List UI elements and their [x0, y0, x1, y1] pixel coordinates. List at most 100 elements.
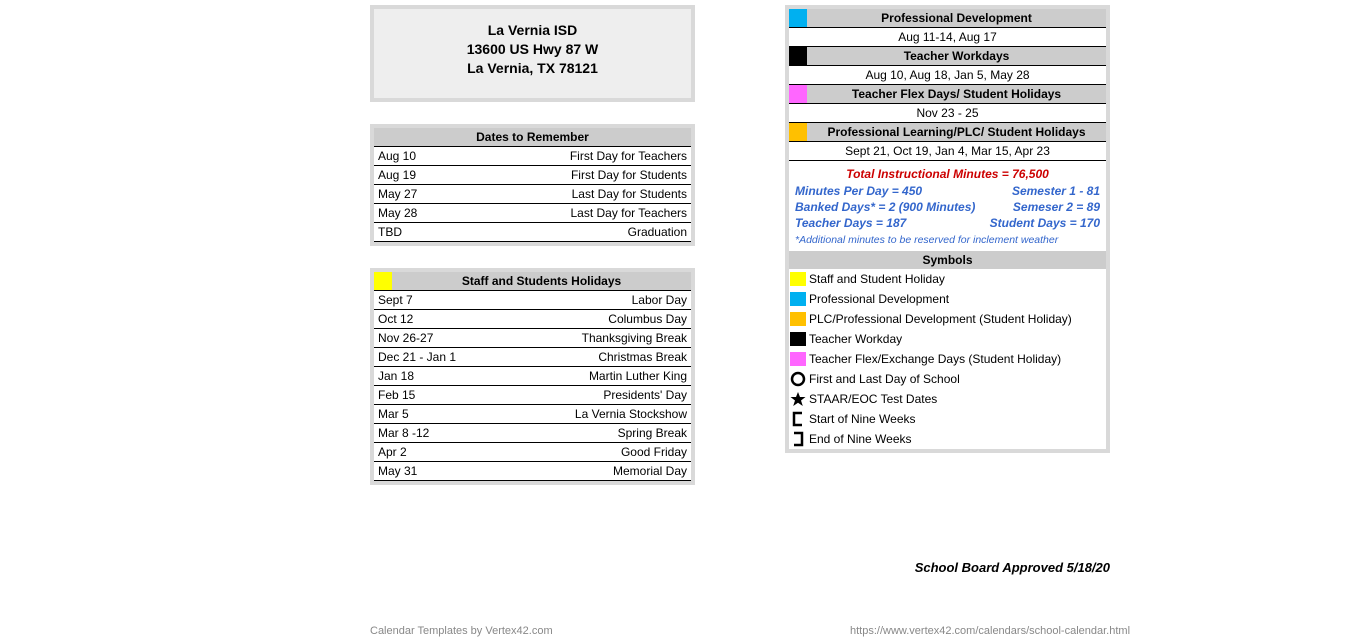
date-label: First Day for Students: [571, 168, 687, 182]
holidays-swatch: [374, 272, 392, 290]
symbol-row: Staff and Student Holiday: [789, 269, 1106, 289]
holiday-label: Thanksgiving Break: [582, 331, 687, 345]
category-dates: Aug 11-14, Aug 17: [789, 28, 1106, 47]
category-swatch: [789, 85, 807, 103]
stat-right: Student Days = 170: [990, 216, 1100, 230]
dates-row: Aug 10 First Day for Teachers: [374, 147, 691, 166]
symbol-icon: [789, 331, 807, 347]
holidays-title: Staff and Students Holidays: [392, 272, 691, 290]
holiday-label: Good Friday: [621, 445, 687, 459]
stat-left: Banked Days* = 2 (900 Minutes): [795, 200, 975, 214]
total-instructional: Total Instructional Minutes = 76,500: [789, 161, 1106, 183]
holiday-date: Sept 7: [378, 293, 413, 307]
dates-row: May 28 Last Day for Teachers: [374, 204, 691, 223]
category-title: Professional Development: [807, 9, 1106, 27]
footer-left: Calendar Templates by Vertex42.com: [370, 625, 553, 637]
dates-to-remember: Dates to Remember Aug 10 First Day for Te…: [370, 124, 695, 242]
symbol-row: First and Last Day of School: [789, 369, 1106, 389]
symbol-row: STAAR/EOC Test Dates: [789, 389, 1106, 409]
date-cell: TBD: [378, 225, 402, 239]
holiday-label: Spring Break: [618, 426, 687, 440]
district-name: La Vernia ISD: [382, 21, 683, 40]
holiday-label: La Vernia Stockshow: [575, 407, 687, 421]
dates-row: TBDGraduation: [374, 223, 691, 242]
category-dates: Nov 23 - 25: [789, 104, 1106, 123]
holiday-date: Apr 2: [378, 445, 407, 459]
holiday-row: Mar 5La Vernia Stockshow: [374, 405, 691, 424]
dates-row: Aug 19 First Day for Students: [374, 166, 691, 185]
date-label: Last Day for Teachers: [570, 206, 687, 220]
symbol-label: First and Last Day of School: [809, 370, 960, 388]
symbols-header: Symbols: [789, 251, 1106, 269]
symbol-label: Teacher Workday: [809, 330, 902, 348]
right-endcap: [785, 449, 1110, 453]
symbol-row: Teacher Flex/Exchange Days (Student Holi…: [789, 349, 1106, 369]
category-title: Teacher Workdays: [807, 47, 1106, 65]
symbol-row: PLC/Professional Development (Student Ho…: [789, 309, 1106, 329]
symbol-icon: [789, 411, 807, 427]
holiday-label: Memorial Day: [613, 464, 687, 478]
district-header: La Vernia ISD 13600 US Hwy 87 W La Verni…: [370, 5, 695, 102]
symbol-icon: [789, 271, 807, 287]
holiday-row: Apr 2 Good Friday: [374, 443, 691, 462]
holiday-row: Oct 12Columbus Day: [374, 310, 691, 329]
holiday-label: Martin Luther King: [589, 369, 687, 383]
symbol-row: Start of Nine Weeks: [789, 409, 1106, 429]
date-label: Last Day for Students: [572, 187, 687, 201]
date-cell: Aug 19: [378, 168, 416, 182]
category-header: Professional Learning/PLC/ Student Holid…: [789, 123, 1106, 142]
holiday-row: Dec 21 - Jan 1Christmas Break: [374, 348, 691, 367]
date-cell: Aug 10: [378, 149, 416, 163]
holiday-label: Presidents' Day: [603, 388, 687, 402]
holiday-label: Labor Day: [632, 293, 687, 307]
category-title: Professional Learning/PLC/ Student Holid…: [807, 123, 1106, 141]
date-cell: May 27: [378, 187, 417, 201]
holiday-row: Sept 7 Labor Day: [374, 291, 691, 310]
holiday-date: Jan 18: [378, 369, 414, 383]
category-header: Professional Development: [789, 9, 1106, 28]
symbol-icon: [789, 391, 807, 407]
dates-header: Dates to Remember: [374, 128, 691, 147]
date-label: First Day for Teachers: [570, 149, 687, 163]
holidays-section: Staff and Students Holidays Sept 7 Labor …: [370, 268, 695, 481]
board-approved: School Board Approved 5/18/20: [785, 560, 1110, 575]
symbol-icon: [789, 291, 807, 307]
left-column: La Vernia ISD 13600 US Hwy 87 W La Verni…: [370, 5, 695, 485]
category-swatch: [789, 47, 807, 65]
date-cell: May 28: [378, 206, 417, 220]
category-swatch: [789, 9, 807, 27]
symbol-row: End of Nine Weeks: [789, 429, 1106, 449]
symbol-icon: [789, 311, 807, 327]
banked-note: *Additional minutes to be reserved for i…: [789, 231, 1106, 251]
symbol-icon: [789, 371, 807, 387]
category-swatch: [789, 123, 807, 141]
symbol-row: Professional Development: [789, 289, 1106, 309]
holiday-row: Mar 8 -12Spring Break: [374, 424, 691, 443]
holiday-date: Dec 21 - Jan 1: [378, 350, 456, 364]
district-address-2: La Vernia, TX 78121: [382, 59, 683, 78]
holiday-row: Nov 26-27 Thanksgiving Break: [374, 329, 691, 348]
holiday-date: Nov 26-27: [378, 331, 433, 345]
stat-line: Minutes Per Day = 450Semester 1 - 81: [789, 183, 1106, 199]
right-panel: Professional DevelopmentAug 11-14, Aug 1…: [785, 5, 1110, 449]
category-dates: Aug 10, Aug 18, Jan 5, May 28: [789, 66, 1106, 85]
symbol-label: Staff and Student Holiday: [809, 270, 945, 288]
stat-left: Teacher Days = 187: [795, 216, 906, 230]
footer-right: https://www.vertex42.com/calendars/schoo…: [850, 625, 1130, 637]
category-header: Teacher Flex Days/ Student Holidays: [789, 85, 1106, 104]
stat-right: Semeser 2 = 89: [1013, 200, 1100, 214]
holidays-header: Staff and Students Holidays: [374, 272, 691, 291]
stat-line: Banked Days* = 2 (900 Minutes) Semeser 2 …: [789, 199, 1106, 215]
category-dates: Sept 21, Oct 19, Jan 4, Mar 15, Apr 23: [789, 142, 1106, 161]
holiday-row: May 31Memorial Day: [374, 462, 691, 481]
category-title: Teacher Flex Days/ Student Holidays: [807, 85, 1106, 103]
symbol-label: PLC/Professional Development (Student Ho…: [809, 310, 1072, 328]
stat-right: Semester 1 - 81: [1012, 184, 1100, 198]
category-header: Teacher Workdays: [789, 47, 1106, 66]
symbol-label: End of Nine Weeks: [809, 430, 912, 448]
symbol-label: Teacher Flex/Exchange Days (Student Holi…: [809, 350, 1061, 368]
holiday-label: Columbus Day: [608, 312, 687, 326]
symbol-icon: [789, 431, 807, 447]
dates-row: May 27 Last Day for Students: [374, 185, 691, 204]
holiday-row: Feb 15Presidents' Day: [374, 386, 691, 405]
